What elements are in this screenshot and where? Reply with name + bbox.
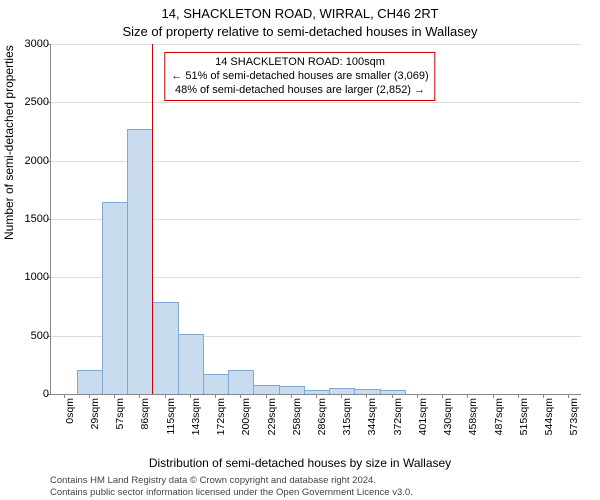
xtick-label: 286sqm [316, 398, 328, 435]
xtick-label: 544sqm [543, 398, 555, 435]
ytick-label: 1000 [25, 271, 49, 283]
xtick-label: 229sqm [266, 398, 278, 435]
chart-title-line1: 14, SHACKLETON ROAD, WIRRAL, CH46 2RT [0, 6, 600, 21]
histogram-bar [380, 390, 406, 395]
ytick-label: 1500 [25, 213, 49, 225]
xtick-label: 515sqm [518, 398, 530, 435]
footer-line2: Contains public sector information licen… [50, 487, 413, 498]
ytick-label: 3000 [25, 38, 49, 50]
x-axis-label: Distribution of semi-detached houses by … [0, 456, 600, 470]
chart-footer: Contains HM Land Registry data © Crown c… [50, 475, 413, 498]
xtick-label: 372sqm [392, 398, 404, 435]
xtick-label: 458sqm [467, 398, 479, 435]
annotation-box: 14 SHACKLETON ROAD: 100sqm← 51% of semi-… [164, 52, 435, 101]
histogram-bar [253, 385, 279, 394]
xtick-label: 258sqm [291, 398, 303, 435]
xtick-label: 172sqm [215, 398, 227, 435]
histogram-bar [329, 388, 355, 394]
xtick-label: 143sqm [190, 398, 202, 435]
xtick-label: 401sqm [417, 398, 429, 435]
xtick-label: 573sqm [568, 398, 580, 435]
xtick-label: 115sqm [165, 398, 177, 435]
histogram-bar [152, 302, 178, 394]
xtick-label: 344sqm [366, 398, 378, 435]
gridline-h [51, 44, 581, 45]
ytick-label: 500 [31, 330, 49, 342]
annotation-line: 14 SHACKLETON ROAD: 100sqm [171, 56, 428, 70]
histogram-bar [228, 370, 254, 394]
marker-line [152, 44, 153, 394]
footer-line1: Contains HM Land Registry data © Crown c… [50, 475, 413, 486]
ytick-label: 2000 [25, 155, 49, 167]
ytick-label: 2500 [25, 96, 49, 108]
xtick-label: 0sqm [64, 398, 76, 424]
histogram-bar [354, 389, 380, 394]
histogram-bar [77, 370, 103, 394]
xtick-label: 57sqm [114, 398, 126, 430]
histogram-bar [102, 202, 128, 394]
histogram-bar [203, 374, 229, 394]
histogram-bar [279, 386, 305, 394]
xtick-label: 487sqm [493, 398, 505, 435]
histogram-bar [178, 334, 204, 395]
xtick-label: 315sqm [341, 398, 353, 435]
xtick-label: 86sqm [139, 398, 151, 430]
annotation-line: ← 51% of semi-detached houses are smalle… [171, 70, 428, 84]
histogram-bar [304, 390, 330, 395]
xtick-label: 200sqm [240, 398, 252, 435]
y-axis-label: Number of semi-detached properties [2, 45, 16, 240]
annotation-line: 48% of semi-detached houses are larger (… [171, 84, 428, 98]
xtick-label: 430sqm [442, 398, 454, 435]
xtick-label: 29sqm [89, 398, 101, 430]
histogram-bar [127, 129, 153, 394]
ytick-label: 0 [43, 388, 49, 400]
chart-title-line2: Size of property relative to semi-detach… [0, 24, 600, 39]
gridline-h [51, 102, 581, 103]
